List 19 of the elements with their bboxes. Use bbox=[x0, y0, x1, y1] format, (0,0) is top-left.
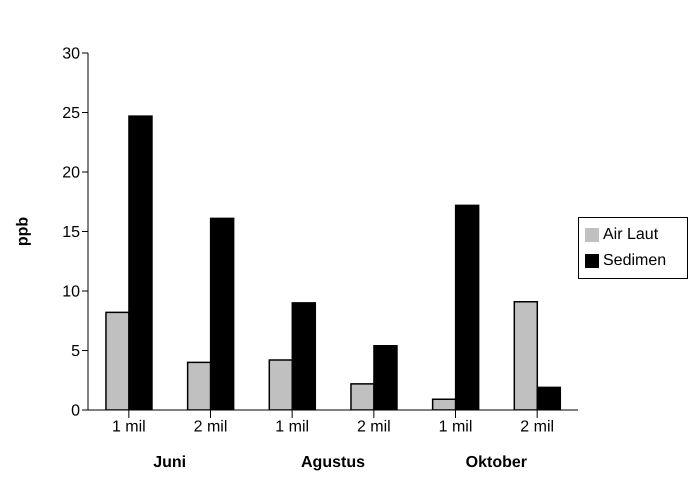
y-tick-label: 30 bbox=[62, 46, 80, 63]
legend-label: Sedimen bbox=[603, 252, 666, 269]
text: Juni bbox=[152, 454, 188, 472]
y-tick-label: 15 bbox=[62, 224, 80, 242]
text: Agustus bbox=[300, 454, 366, 472]
y-tick-label: 0 bbox=[71, 402, 80, 420]
x-tick-label: 1 mil bbox=[275, 418, 310, 436]
x-tick-label: 2 mil bbox=[194, 418, 228, 436]
legend-label: Air Laut bbox=[603, 226, 658, 243]
y-tick-label: 5 bbox=[71, 343, 80, 360]
x-tick-label: 1 mil bbox=[112, 418, 146, 436]
y-tick-label: 10 bbox=[62, 284, 80, 301]
x-tick-label: 1 mil bbox=[438, 418, 472, 436]
x-tick-label: 2 mil bbox=[520, 418, 554, 436]
y-axis-title: ppb bbox=[14, 216, 32, 246]
x-tick-label: 2 mil bbox=[356, 418, 391, 436]
y-tick-label: 20 bbox=[62, 164, 80, 182]
y-tick-label: 25 bbox=[62, 105, 80, 122]
text: Oktober bbox=[464, 454, 528, 472]
